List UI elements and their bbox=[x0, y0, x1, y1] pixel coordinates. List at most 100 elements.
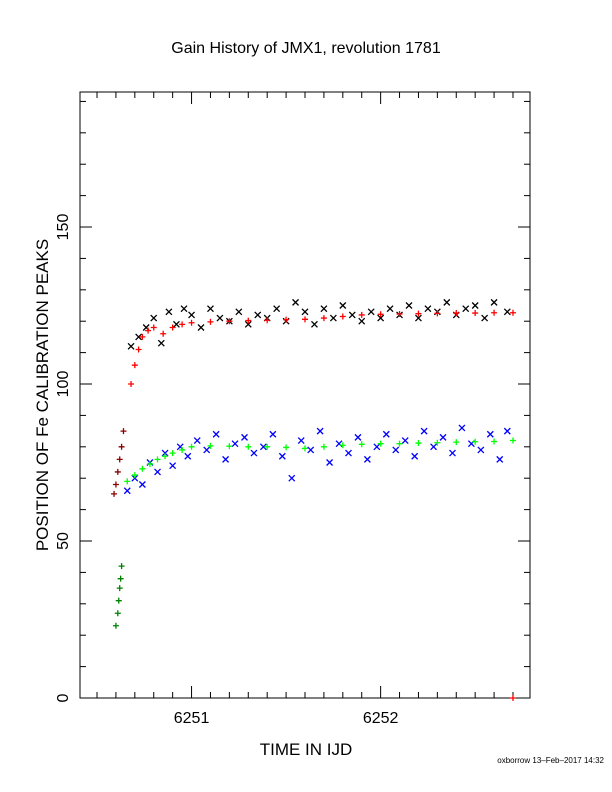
data-point bbox=[283, 444, 290, 451]
data-point bbox=[424, 305, 432, 313]
data-point bbox=[367, 308, 375, 316]
data-point bbox=[496, 455, 504, 463]
data-point bbox=[207, 318, 214, 325]
data-point bbox=[250, 449, 258, 457]
data-point bbox=[197, 324, 205, 331]
data-point bbox=[481, 314, 489, 322]
data-point bbox=[503, 427, 511, 435]
data-point bbox=[180, 305, 188, 313]
data-point bbox=[150, 314, 158, 322]
data-point bbox=[453, 310, 460, 317]
data-point bbox=[345, 449, 352, 457]
data-point bbox=[509, 309, 516, 316]
data-point bbox=[401, 437, 409, 444]
data-point bbox=[472, 310, 479, 317]
data-point bbox=[184, 452, 192, 460]
data-point bbox=[411, 452, 419, 460]
data-point bbox=[302, 316, 308, 323]
data-point bbox=[377, 440, 384, 447]
data-point bbox=[405, 302, 413, 309]
data-point bbox=[161, 449, 169, 457]
data-point bbox=[471, 302, 479, 309]
data-point bbox=[193, 437, 201, 444]
data-point bbox=[329, 314, 337, 322]
data-point bbox=[269, 430, 277, 438]
data-point bbox=[169, 324, 176, 331]
data-point bbox=[396, 310, 403, 317]
data-point bbox=[154, 456, 161, 463]
y-tick-label: 50 bbox=[55, 532, 72, 550]
data-point bbox=[112, 622, 119, 629]
data-point bbox=[114, 610, 121, 617]
data-point bbox=[415, 310, 422, 317]
data-point bbox=[111, 490, 118, 497]
data-point bbox=[392, 446, 400, 454]
data-point bbox=[116, 456, 123, 463]
data-point bbox=[458, 424, 466, 432]
data-point bbox=[288, 474, 296, 482]
plot-frame bbox=[79, 91, 531, 699]
data-point bbox=[245, 317, 252, 324]
data-point bbox=[382, 430, 390, 438]
data-point bbox=[430, 443, 438, 451]
data-point bbox=[264, 443, 271, 450]
data-point bbox=[414, 314, 422, 322]
data-point bbox=[120, 428, 127, 435]
data-point bbox=[292, 298, 300, 306]
data-point bbox=[118, 563, 125, 570]
data-point bbox=[439, 433, 447, 441]
data-point bbox=[127, 342, 135, 350]
data-point bbox=[320, 443, 327, 450]
data-point bbox=[503, 308, 511, 316]
data-point bbox=[301, 308, 309, 316]
data-point bbox=[245, 443, 252, 450]
data-point bbox=[138, 481, 146, 488]
data-point bbox=[154, 468, 161, 476]
data-point bbox=[212, 430, 220, 438]
data-point bbox=[157, 339, 165, 347]
data-point bbox=[310, 320, 318, 328]
x-axis-label: TIME IN IJD bbox=[260, 740, 353, 759]
y-tick-label: 0 bbox=[55, 693, 72, 702]
data-point bbox=[449, 449, 456, 457]
data-point bbox=[188, 311, 196, 319]
data-point bbox=[226, 443, 233, 450]
y-axis-label: POSITION OF Fe CALIBRATION PEAKS bbox=[33, 239, 52, 551]
data-point bbox=[172, 320, 180, 328]
data-point bbox=[145, 327, 152, 334]
axis-ticks bbox=[80, 92, 530, 699]
data-point bbox=[118, 443, 125, 450]
y-tick-label: 150 bbox=[55, 214, 72, 241]
data-point bbox=[254, 311, 262, 319]
data-point bbox=[165, 308, 173, 316]
data-point bbox=[241, 433, 248, 441]
data-point bbox=[477, 446, 485, 454]
data-point bbox=[124, 478, 131, 485]
data-point bbox=[396, 440, 403, 447]
data-point bbox=[320, 315, 327, 322]
data-point bbox=[116, 585, 123, 592]
data-point bbox=[297, 437, 305, 444]
data-point bbox=[339, 302, 347, 309]
data-point bbox=[259, 443, 267, 451]
y-tick-label: 100 bbox=[55, 371, 72, 398]
data-point bbox=[150, 324, 157, 331]
data-point bbox=[377, 314, 385, 322]
data-point bbox=[131, 362, 138, 369]
data-point bbox=[316, 427, 324, 435]
data-point bbox=[453, 439, 460, 446]
data-point bbox=[490, 298, 498, 306]
data-point bbox=[278, 452, 286, 460]
data-marks bbox=[111, 298, 516, 701]
data-point bbox=[264, 317, 271, 324]
data-point bbox=[235, 308, 243, 316]
data-point bbox=[135, 346, 142, 353]
data-point bbox=[358, 311, 365, 318]
data-point bbox=[443, 298, 451, 306]
data-point bbox=[160, 330, 167, 337]
data-point bbox=[302, 445, 308, 452]
data-point bbox=[491, 309, 498, 316]
data-point bbox=[188, 443, 195, 450]
data-point bbox=[216, 314, 224, 322]
